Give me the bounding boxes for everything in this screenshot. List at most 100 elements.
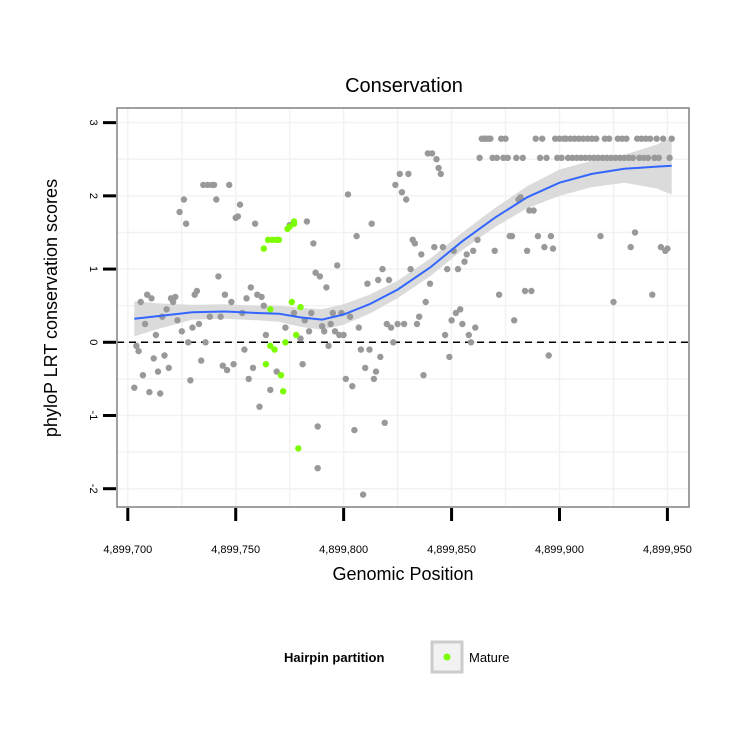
point-other <box>357 346 365 353</box>
point-other <box>390 339 397 346</box>
point-mature <box>277 372 285 379</box>
point-other <box>355 324 362 331</box>
point-other <box>511 317 518 324</box>
point-mature <box>260 245 267 252</box>
point-other <box>372 368 380 375</box>
point-other <box>629 154 637 161</box>
point-mature <box>282 339 289 346</box>
point-other <box>282 324 289 331</box>
point-mature <box>271 346 278 353</box>
point-other <box>377 353 384 361</box>
point-other <box>444 265 451 273</box>
point-other <box>303 218 311 225</box>
point-other <box>150 355 157 362</box>
point-other <box>157 390 164 397</box>
smooth-line <box>134 164 672 321</box>
point-other <box>334 262 341 269</box>
point-other <box>340 331 347 339</box>
point-mature <box>290 220 298 227</box>
point-other <box>532 135 539 142</box>
x-axis-label: Genomic Position <box>332 564 473 584</box>
point-other <box>163 306 170 313</box>
point-other <box>539 135 546 142</box>
point-other <box>487 135 494 142</box>
point-other <box>387 324 395 331</box>
x-tick-label: 4,899,950 <box>643 544 692 556</box>
point-other <box>646 135 654 142</box>
point-other <box>308 309 315 317</box>
point-other <box>375 276 382 284</box>
point-other <box>198 357 205 364</box>
point-other <box>534 232 542 240</box>
point-other <box>655 154 662 161</box>
point-other <box>465 331 472 339</box>
legend-label-mature: Mature <box>469 650 509 665</box>
point-other <box>139 372 147 379</box>
point-other <box>202 339 209 346</box>
point-other <box>437 170 444 178</box>
point-other <box>241 346 248 353</box>
point-other <box>657 243 665 251</box>
point-other <box>610 298 617 306</box>
y-axis-label: phyloP LRT conservation scores <box>41 179 61 437</box>
point-other <box>446 353 453 361</box>
point-other <box>400 320 408 328</box>
point-other <box>226 181 233 189</box>
point-other <box>236 201 244 208</box>
panel-border <box>116 107 690 508</box>
x-tick-label: 4,899,800 <box>319 544 368 556</box>
point-other <box>316 273 324 280</box>
point-other <box>299 361 306 368</box>
point-other <box>206 313 213 320</box>
point-other <box>314 423 321 430</box>
point-mature <box>275 236 283 243</box>
point-other <box>459 320 466 328</box>
point-other <box>653 135 660 142</box>
point-other <box>267 386 274 394</box>
point-other <box>217 313 224 320</box>
point-other <box>523 247 531 254</box>
point-other <box>189 324 196 331</box>
point-other <box>521 287 529 295</box>
point-other <box>569 154 576 161</box>
point-other <box>185 339 192 346</box>
y-tick-label: 2 <box>87 193 99 199</box>
legend-title: Hairpin partition <box>284 650 384 665</box>
point-other <box>580 135 587 142</box>
point-other <box>519 154 526 161</box>
point-other <box>668 135 675 142</box>
point-other <box>245 375 252 383</box>
point-mature <box>262 361 270 368</box>
point-other <box>420 372 427 379</box>
point-other <box>491 247 498 254</box>
point-other <box>213 196 220 203</box>
axis-ticks: 4,899,700 4,899,750 4,899,800 4,899,850 4,89… <box>87 120 692 556</box>
point-other <box>541 243 548 251</box>
point-other <box>310 240 317 247</box>
point-other <box>549 245 557 252</box>
point-other <box>383 320 390 328</box>
point-other <box>623 135 630 142</box>
point-other <box>470 247 477 254</box>
point-other <box>457 306 464 313</box>
point-other <box>312 269 319 276</box>
point-other <box>353 232 360 240</box>
point-other <box>385 276 393 284</box>
point-other <box>234 213 242 220</box>
point-other <box>165 364 172 372</box>
point-other <box>422 298 429 306</box>
point-other <box>200 181 207 189</box>
point-other <box>137 298 144 306</box>
x-tick-label: 4,899,700 <box>103 544 152 556</box>
point-other <box>243 295 250 302</box>
point-other <box>342 375 349 383</box>
point-other <box>172 293 179 301</box>
point-other <box>495 291 503 298</box>
point-other <box>439 243 447 251</box>
point-mature <box>297 303 304 311</box>
point-other <box>381 419 388 426</box>
point-other <box>418 251 425 258</box>
point-other <box>327 320 334 328</box>
point-other <box>351 426 358 434</box>
point-other <box>273 368 280 375</box>
